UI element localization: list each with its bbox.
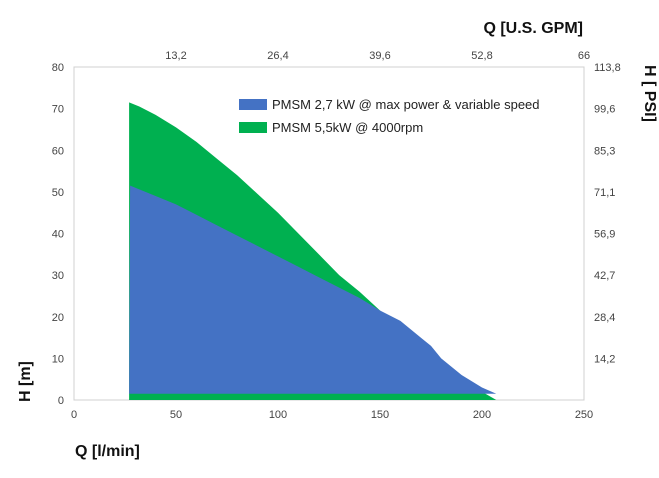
- y-tick-label: 50: [52, 187, 64, 199]
- x2-tick-label: 66: [578, 50, 590, 62]
- x-tick-label: 250: [575, 409, 593, 421]
- series-area-pmsm-2-7kw: [129, 185, 497, 394]
- legend-swatch-pmsm-5-5kw: [239, 122, 267, 133]
- y2-tick-label: 28,4: [594, 312, 615, 324]
- y-tick-label: 10: [52, 353, 64, 365]
- y2-axis-title: H [ PSI]: [641, 65, 658, 122]
- y-tick-label: 40: [52, 229, 64, 241]
- x-tick-label: 50: [170, 409, 182, 421]
- y2-tick-label: 14,2: [594, 353, 615, 365]
- y2-tick-label: 42,7: [594, 270, 615, 282]
- y2-tick-label: 113,8: [594, 62, 621, 74]
- y-tick-label: 80: [52, 62, 64, 74]
- x-tick-label: 0: [71, 409, 77, 421]
- x2-tick-label: 39,6: [369, 50, 390, 62]
- legend: PMSM 2,7 kW @ max power & variable speed…: [239, 97, 540, 135]
- x-tick-label: 150: [371, 409, 389, 421]
- x-axis-title: Q [l/min]: [75, 443, 140, 460]
- y-tick-label: 20: [52, 312, 64, 324]
- y2-tick-label: 85,3: [594, 145, 615, 157]
- y-tick-label: 60: [52, 145, 64, 157]
- x-tick-label: 100: [269, 409, 287, 421]
- y-tick-label: 30: [52, 270, 64, 282]
- x2-tick-label: 13,2: [165, 50, 186, 62]
- x-tick-label: 200: [473, 409, 491, 421]
- legend-label-pmsm-2-7kw: PMSM 2,7 kW @ max power & variable speed: [272, 97, 540, 112]
- y-tick-label: 0: [58, 395, 64, 407]
- y2-tick-label: 99,6: [594, 104, 615, 116]
- x2-axis-title: Q [U.S. GPM]: [483, 20, 583, 37]
- x2-tick-label: 52,8: [471, 50, 492, 62]
- y-tick-label: 70: [52, 104, 64, 116]
- x2-tick-label: 26,4: [267, 50, 288, 62]
- y2-tick-label: 71,1: [594, 187, 615, 199]
- y2-tick-label: 56,9: [594, 229, 615, 241]
- legend-swatch-pmsm-2-7kw: [239, 99, 267, 110]
- legend-label-pmsm-5-5kw: PMSM 5,5kW @ 4000rpm: [272, 120, 423, 135]
- y-axis-title: H [m]: [17, 361, 34, 402]
